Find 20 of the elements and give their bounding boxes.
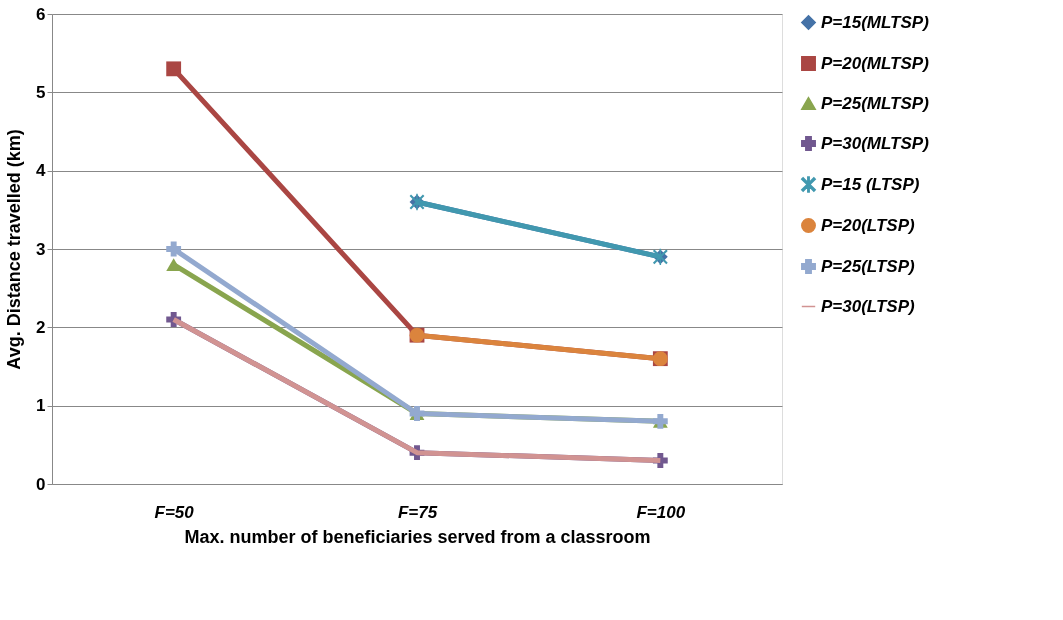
x-tick-label: F=75 <box>397 502 438 522</box>
x-tick-label: F=50 <box>154 502 195 522</box>
y-tick-label: 2 <box>36 317 46 337</box>
x-axis-title: Max. number of beneficiaries served from a classroom <box>184 526 651 547</box>
legend-label: P=20(MLTSP) <box>821 53 930 73</box>
y-tick-label: 4 <box>36 161 47 181</box>
legend-label: P=15 (LTSP) <box>821 174 920 194</box>
y-tick-label: 6 <box>36 4 46 24</box>
y-tick-label: 0 <box>36 474 46 494</box>
y-axis-title: Avg. Distance travelled (km) <box>4 129 25 370</box>
legend-label: P=30(MLTSP) <box>821 133 930 153</box>
legend-label: P=30(LTSP) <box>821 296 916 316</box>
y-tick-label: 3 <box>36 239 46 259</box>
y-tick-label: 5 <box>36 82 46 102</box>
legend-label: P=15(MLTSP) <box>821 12 930 32</box>
x-tick-label: F=100 <box>636 502 686 522</box>
y-tick-label: 1 <box>36 396 46 416</box>
legend-label: P=25(LTSP) <box>821 256 916 276</box>
legend-label: P=20(LTSP) <box>821 215 916 235</box>
legend-label: P=25(MLTSP) <box>821 93 930 113</box>
